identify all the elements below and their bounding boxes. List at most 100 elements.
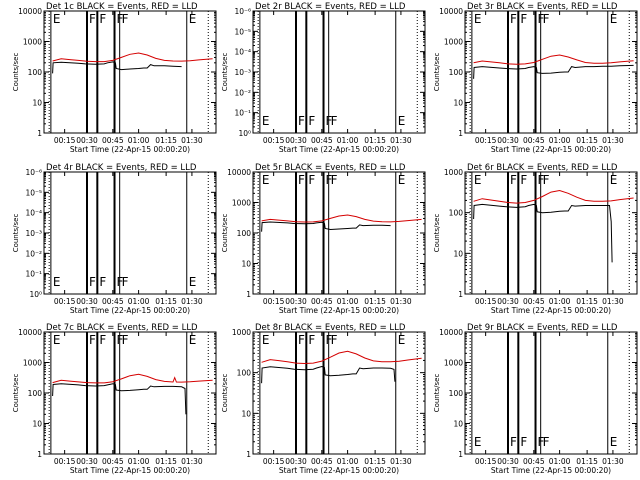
chart-title: Det 8r BLACK = Events, RED = LLD [255, 323, 406, 333]
y-tick-label: 10000 [18, 7, 42, 16]
marker-label: E [398, 114, 406, 128]
y-tick-label: 1000 [444, 168, 463, 177]
y-tick-label: 10000 [18, 328, 42, 337]
marker-label: E [398, 333, 406, 347]
marker-label: F [308, 333, 315, 347]
marker-label: F [298, 333, 305, 347]
x-tick-label: 01:30 [390, 457, 412, 466]
x-tick-label: 00:15 [54, 457, 76, 466]
x-tick-label: 00:15 [475, 457, 497, 466]
marker-label: F [543, 12, 550, 26]
chart-title: Det 7c BLACK = Events, RED = LLD [46, 323, 198, 333]
x-tick-label: 01:30 [602, 457, 624, 466]
x-tick-label: 00:30 [76, 457, 98, 466]
x-tick-label: 00:30 [285, 457, 307, 466]
x-tick-label: 01:00 [128, 136, 150, 145]
y-tick-label: 1000 [232, 328, 251, 337]
x-tick-label: 01:30 [390, 136, 412, 145]
y-tick-label: 10 [241, 409, 251, 418]
y-tick-label: 10⁰ [238, 129, 251, 138]
y-tick-label: 100 [237, 369, 252, 378]
chart-panel: Det 4r BLACK = Events, RED = LLD 10⁰ 10⁻¹ 1… [12, 163, 217, 315]
y-tick-label: 1000 [444, 38, 463, 47]
marker-label: F [89, 12, 96, 26]
y-axis-label: Counts/sec [433, 214, 441, 253]
x-tick-label: 01:30 [390, 297, 412, 306]
x-tick-label: 00:15 [475, 136, 497, 145]
x-tick-label: 00:30 [285, 136, 307, 145]
data-series-line [261, 214, 422, 223]
plot-frame [43, 10, 217, 134]
marker-label: E [53, 333, 61, 347]
x-tick-label: 01:15 [155, 457, 177, 466]
marker-label: F [99, 12, 106, 26]
chart-panel: Det 9r BLACK = Events, RED = LLD 1 10 100 10… [433, 323, 638, 475]
chart-panel: Det 7c BLACK = Events, RED = LLD 1 10 100 10… [12, 323, 217, 475]
y-tick-label: 1 [37, 129, 42, 138]
x-tick-label: 01:15 [364, 457, 386, 466]
y-tick-label: 10⁻¹ [234, 109, 251, 118]
x-tick-label: 01:30 [181, 457, 203, 466]
data-series-line [261, 221, 391, 232]
marker-label: E [610, 435, 618, 449]
x-tick-label: 00:45 [102, 136, 124, 145]
marker-label: F [99, 333, 106, 347]
marker-label: E [262, 333, 270, 347]
y-axis-label: Counts/sec [12, 53, 20, 92]
y-tick-label: 1 [246, 450, 251, 459]
chart-panel: Det 5r BLACK = Events, RED = LLD 1 10 100 10… [221, 163, 426, 315]
marker-label: F [510, 173, 517, 187]
x-tick-label: 00:45 [523, 136, 545, 145]
x-tick-label: 00:15 [475, 297, 497, 306]
x-tick-label: 01:00 [549, 297, 571, 306]
y-axis-label: Counts/sec [221, 374, 229, 413]
chart-title: Det 4r BLACK = Events, RED = LLD [46, 163, 197, 173]
x-tick-label: 01:30 [181, 297, 203, 306]
x-axis-label: Start Time (22-Apr-15 00:00:20) [491, 145, 611, 154]
marker-label: E [53, 12, 61, 26]
data-series-line [261, 365, 396, 384]
chart-title: Det 6r BLACK = Events, RED = LLD [467, 163, 618, 173]
y-tick-label: 10⁻² [25, 249, 42, 258]
x-tick-label: 01:15 [155, 297, 177, 306]
x-tick-label: 00:30 [76, 136, 98, 145]
marker-label: F [520, 12, 527, 26]
y-tick-label: 100 [28, 68, 43, 77]
x-tick-label: 01:15 [364, 297, 386, 306]
chart-panel: Det 3r BLACK = Events, RED = LLD 1 10 100 10… [433, 2, 638, 154]
chart-panel: Det 2r BLACK = Events, RED = LLD 10⁰ 10⁻¹ 1… [221, 2, 426, 154]
x-tick-label: 00:30 [497, 136, 519, 145]
marker-label: F [510, 12, 517, 26]
marker-label: F [298, 173, 305, 187]
y-tick-label: 100 [449, 389, 464, 398]
x-tick-label: 00:15 [263, 136, 285, 145]
marker-label: E [189, 12, 197, 26]
x-tick-label: 00:45 [102, 457, 124, 466]
data-series-line [473, 203, 613, 263]
data-series-line [473, 54, 634, 65]
x-tick-label: 00:30 [497, 297, 519, 306]
x-tick-label: 00:30 [285, 297, 307, 306]
y-axis-label: Counts/sec [433, 53, 441, 92]
y-tick-label: 10⁻⁴ [234, 48, 251, 57]
y-tick-label: 10⁻⁴ [25, 209, 42, 218]
x-tick-label: 00:45 [523, 297, 545, 306]
chart-title: Det 2r BLACK = Events, RED = LLD [255, 2, 406, 12]
y-tick-label: 10 [453, 249, 463, 258]
x-tick-label: 01:00 [549, 457, 571, 466]
y-tick-label: 10 [32, 99, 42, 108]
x-tick-label: 00:30 [497, 457, 519, 466]
data-series-line [52, 52, 213, 63]
x-tick-label: 00:45 [523, 457, 545, 466]
y-tick-label: 1000 [23, 38, 42, 47]
y-tick-label: 1 [458, 290, 463, 299]
chart-title: Det 1c BLACK = Events, RED = LLD [46, 2, 198, 12]
marker-label: F [331, 333, 338, 347]
marker-label: F [308, 173, 315, 187]
plot-frame [252, 331, 426, 455]
data-series-line [52, 61, 182, 74]
plot-frame [464, 171, 638, 295]
x-tick-label: 01:00 [337, 297, 359, 306]
y-axis-label: Counts/sec [221, 53, 229, 92]
x-tick-label: 00:15 [54, 297, 76, 306]
